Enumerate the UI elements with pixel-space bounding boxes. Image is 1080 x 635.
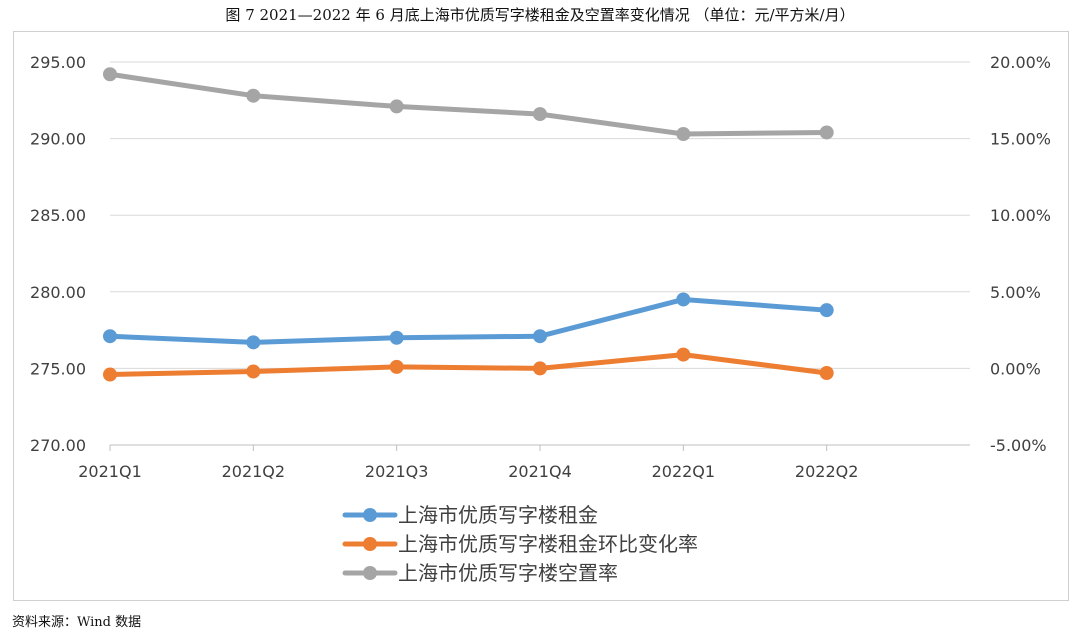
y-right-tick-label: 0.00% (990, 359, 1041, 378)
data-point (819, 125, 834, 140)
series-group (103, 67, 834, 382)
legend-label: 上海市优质写字楼租金环比变化率 (398, 532, 698, 556)
data-point (676, 127, 691, 142)
data-point (676, 292, 691, 307)
data-point (389, 359, 404, 374)
legend-marker (363, 537, 377, 551)
data-point (819, 303, 834, 318)
series-line (107, 296, 830, 345)
series-line (107, 352, 830, 378)
data-point (246, 88, 261, 103)
legend-label: 上海市优质写字楼空置率 (398, 561, 618, 585)
x-tick-label: 2021Q2 (222, 462, 286, 481)
y-left-tick-label: 270.00 (30, 436, 86, 455)
series-line (107, 71, 830, 137)
y-left-tick-label: 275.00 (30, 359, 86, 378)
y-right-tick-label: 15.00% (990, 130, 1051, 149)
y-right-tick-label: 20.00% (990, 53, 1051, 72)
legend-marker (363, 566, 377, 580)
right-axis: -5.00% 0.00% 5.00% 10.00% 15.00% 20.00% (990, 53, 1051, 455)
data-point (389, 330, 404, 345)
y-right-tick-label: -5.00% (990, 436, 1047, 455)
data-point (533, 329, 547, 344)
legend-label: 上海市优质写字楼租金 (398, 503, 598, 527)
chart-title: 图 7 2021—2022 年 6 月底上海市优质写字楼租金及空置率变化情况 （… (225, 6, 855, 24)
data-point (819, 365, 834, 380)
chart-frame (13, 31, 1069, 601)
legend-marker (363, 508, 377, 522)
data-point (246, 364, 261, 379)
data-point (103, 329, 117, 344)
x-tick-label: 2021Q3 (365, 462, 429, 481)
data-point (533, 107, 547, 122)
data-point (389, 99, 404, 114)
y-left-tick-label: 285.00 (30, 206, 86, 225)
y-left-tick-label: 290.00 (30, 130, 86, 149)
data-point (103, 367, 117, 382)
y-left-tick-label: 280.00 (30, 283, 86, 302)
data-point (103, 67, 117, 82)
data-point (676, 347, 691, 362)
y-right-tick-label: 5.00% (990, 283, 1041, 302)
x-tick-label: 2022Q1 (652, 462, 716, 481)
y-left-tick-label: 295.00 (30, 53, 86, 72)
data-point (533, 361, 547, 376)
left-axis: 270.00 275.00 280.00 285.00 290.00 295.00 (30, 53, 86, 455)
y-right-tick-label: 10.00% (990, 206, 1051, 225)
x-tick-label: 2021Q1 (78, 462, 142, 481)
data-point (246, 335, 261, 350)
x-axis: 2021Q1 2021Q2 2021Q3 2021Q4 2022Q1 2022Q2 (78, 444, 970, 481)
source-note: 资料来源：Wind 数据 (12, 615, 142, 630)
x-tick-label: 2022Q2 (795, 462, 859, 481)
x-tick-label: 2021Q4 (508, 462, 572, 481)
